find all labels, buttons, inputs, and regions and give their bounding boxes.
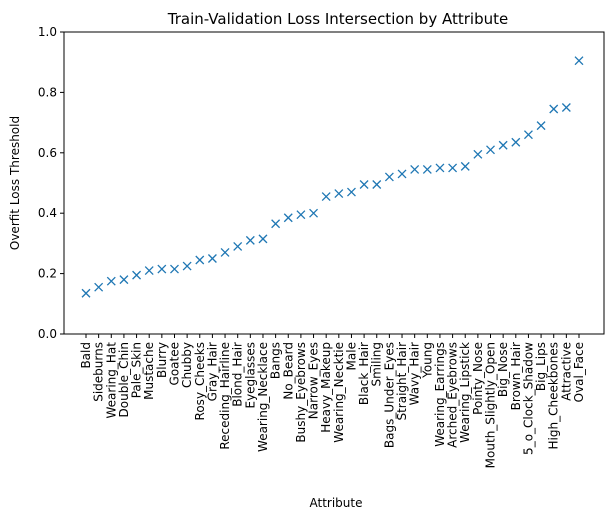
data-point: [245, 235, 255, 245]
x-tick-label: Brown_Hair: [509, 342, 523, 410]
data-points: [81, 56, 584, 298]
x-tick-label: Chubby: [180, 342, 194, 388]
x-tick-label: Arched_Eyebrows: [446, 342, 460, 448]
data-point: [144, 266, 154, 276]
data-point: [157, 264, 167, 274]
data-point: [296, 210, 306, 220]
data-point: [207, 254, 217, 263]
x-tick-label: Blurry: [155, 342, 169, 378]
x-tick-label: Heavy_Makeup: [319, 342, 333, 433]
data-point: [81, 288, 91, 298]
x-tick-label: Wearing_Hat: [104, 342, 118, 419]
data-point: [258, 234, 268, 244]
y-tick-label: 0.2: [38, 267, 57, 281]
x-tick-label: Blond_Hair: [231, 342, 245, 407]
x-tick-label: No_Beard: [281, 342, 295, 400]
data-point: [220, 248, 230, 257]
x-tick-label: Mouth_Slightly_Open: [484, 342, 498, 468]
data-point: [574, 56, 584, 66]
data-point: [119, 275, 129, 285]
x-tick-label: Double_Chin: [117, 342, 131, 417]
x-tick-label: Bushy_Eyebrows: [294, 342, 308, 443]
x-tick-label: 5_o_Clock_Shadow: [521, 342, 535, 455]
data-point: [195, 255, 205, 265]
chart-title: Train-Validation Loss Intersection by At…: [167, 10, 508, 28]
data-point: [347, 187, 356, 197]
x-tick-label: Bags_Under_Eyes: [382, 342, 396, 448]
data-point: [486, 145, 495, 155]
data-point: [359, 180, 369, 189]
x-tick-label: Pointy_Nose: [471, 342, 485, 415]
data-point: [435, 163, 445, 173]
data-point: [460, 161, 470, 171]
x-tick-label: Receding_Hairline: [218, 342, 232, 450]
x-axis: BaldSideburnsWearing_HatDouble_ChinPale_…: [79, 334, 586, 468]
x-tick-label: Sideburns: [92, 342, 106, 402]
x-tick-label: Young: [420, 342, 434, 379]
data-point: [94, 282, 104, 292]
plot-area: [63, 31, 605, 335]
data-point: [549, 104, 559, 114]
data-point: [170, 264, 179, 274]
x-tick-label: Goatee: [167, 342, 181, 385]
data-point: [106, 276, 116, 286]
x-tick-label: Big_Nose: [496, 342, 510, 397]
x-tick-label: Wearing_Earrings: [433, 342, 447, 447]
x-tick-label: Big_Lips: [534, 342, 548, 391]
data-point: [321, 192, 331, 202]
y-tick-label: 0.6: [38, 146, 57, 160]
x-tick-label: Eyeglasses: [243, 342, 257, 409]
data-point: [182, 261, 192, 271]
x-tick-label: Rosy_Cheeks: [193, 342, 207, 420]
data-point: [283, 213, 293, 223]
x-tick-label: Wearing_Necktie: [332, 342, 346, 443]
data-point: [271, 219, 281, 229]
x-tick-label: Bald: [79, 342, 93, 369]
y-tick-label: 0.0: [38, 327, 57, 341]
y-axis-label: Overfit Loss Threshold: [8, 116, 22, 250]
x-tick-label: Wavy_Hair: [408, 342, 422, 405]
data-point: [372, 180, 382, 189]
data-point: [536, 121, 546, 131]
data-point: [334, 189, 344, 199]
x-tick-label: Pale_Skin: [130, 342, 144, 398]
data-point: [561, 103, 571, 112]
data-point: [422, 164, 432, 174]
x-tick-label: Gray_Hair: [205, 342, 219, 401]
data-point: [410, 164, 420, 174]
x-tick-label: Male: [344, 342, 358, 370]
x-axis-label: Attribute: [310, 496, 363, 510]
x-tick-label: Black_Hair: [357, 342, 371, 405]
x-tick-label: Bangs: [269, 342, 283, 379]
data-point: [233, 241, 243, 251]
x-tick-label: Oval_Face: [572, 342, 586, 402]
data-point: [384, 172, 394, 182]
x-tick-label: Smiling: [370, 342, 384, 387]
x-tick-label: Mustache: [142, 342, 156, 400]
x-tick-label: High_Cheekbones: [547, 342, 561, 449]
data-point: [523, 130, 533, 140]
y-tick-label: 0.4: [38, 206, 57, 220]
data-point: [473, 149, 483, 159]
y-tick-label: 0.8: [38, 85, 57, 99]
x-tick-label: Straight_Hair: [395, 342, 409, 421]
x-tick-label: Attractive: [559, 342, 573, 401]
data-point: [448, 163, 458, 173]
data-point: [498, 140, 508, 150]
data-point: [397, 169, 407, 179]
y-axis: 0.0 0.2 0.4 0.6 0.8 1.0: [38, 25, 64, 341]
x-tick-label: Wearing_Necklace: [256, 342, 270, 452]
x-tick-label: Wearing_Lipstick: [458, 342, 472, 443]
data-point: [132, 270, 142, 280]
data-point: [511, 137, 521, 147]
data-point: [309, 208, 318, 218]
y-tick-label: 1.0: [38, 25, 57, 39]
x-tick-label: Narrow_Eyes: [307, 342, 321, 419]
